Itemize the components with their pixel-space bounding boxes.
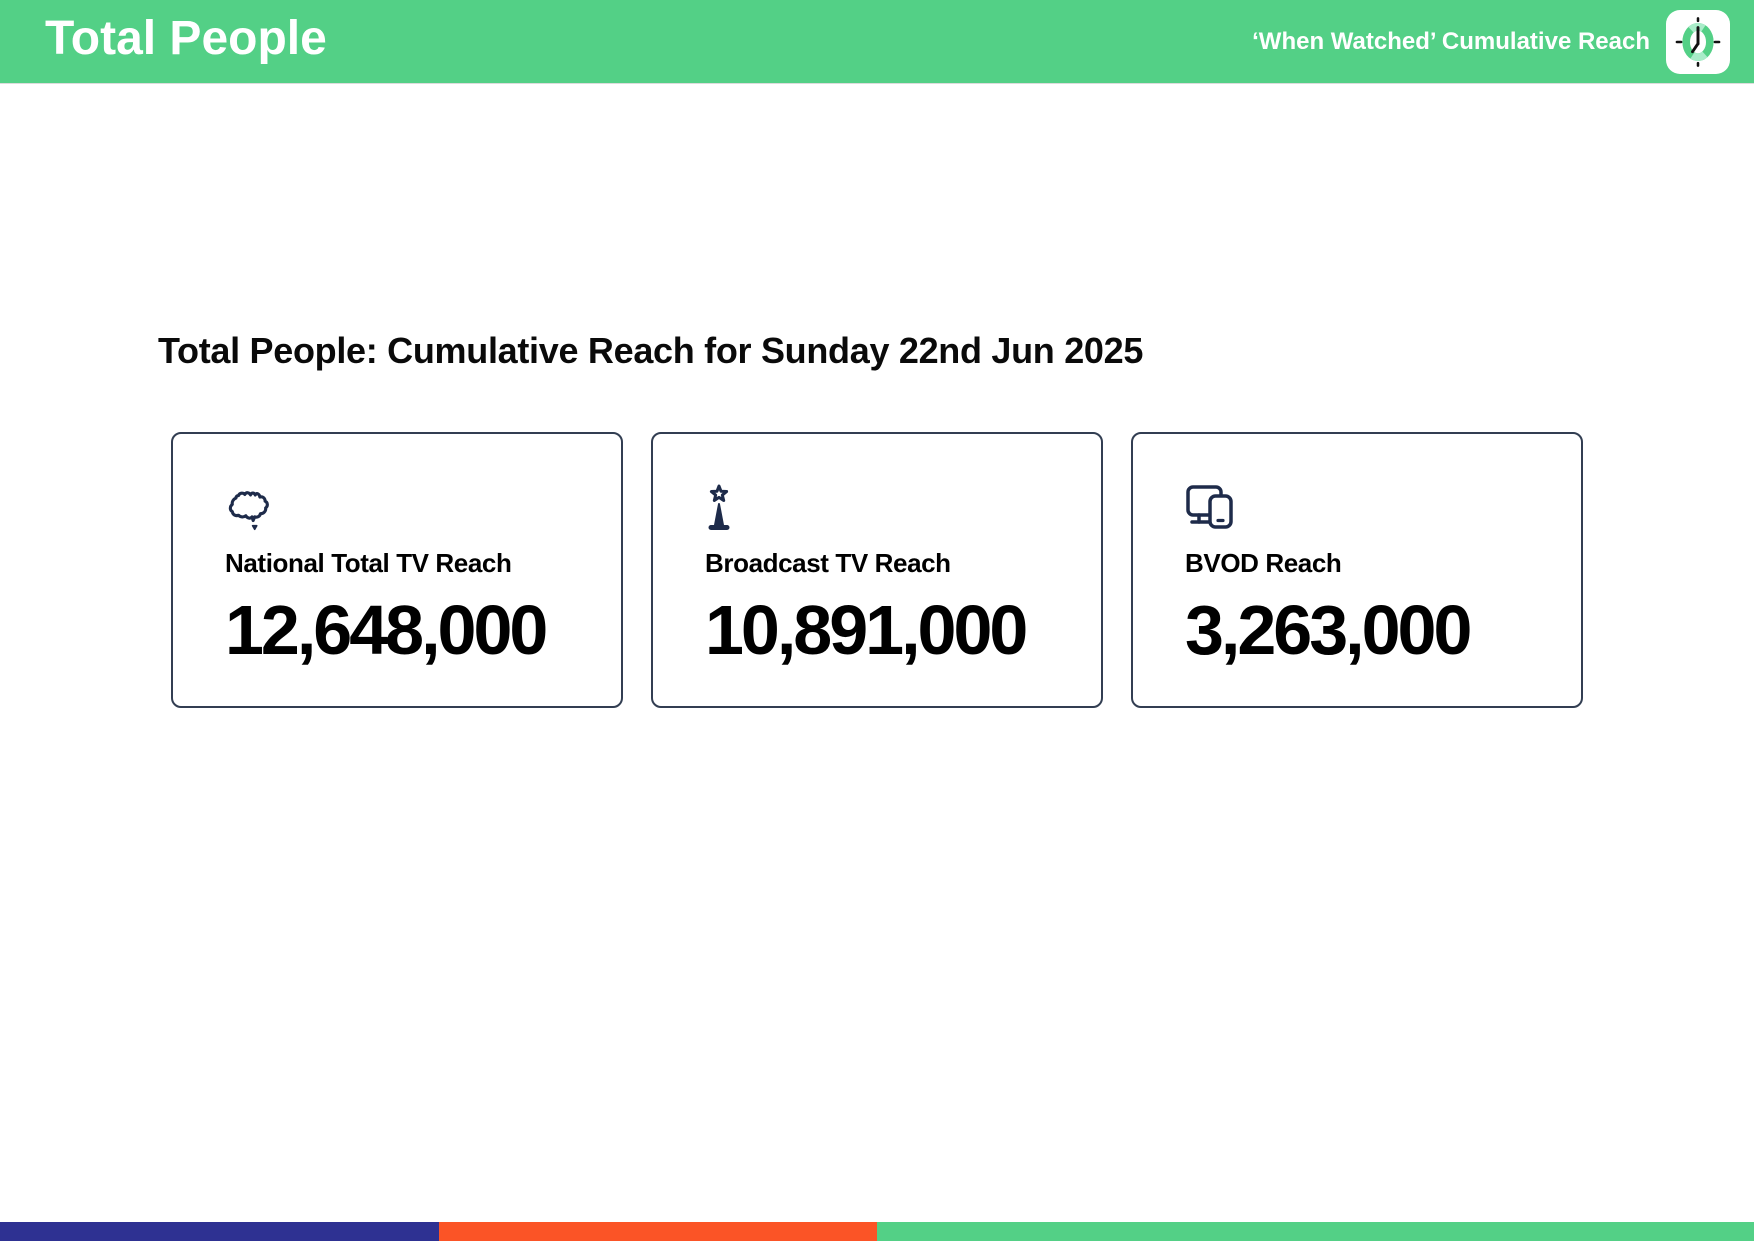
card-value: 3,263,000 [1185, 591, 1472, 669]
card-value: 10,891,000 [705, 591, 1028, 669]
footer-green-segment [877, 1222, 1754, 1241]
app-logo [1666, 9, 1730, 74]
app-title: Total People [45, 11, 327, 65]
footer-brand-bar [0, 1222, 1754, 1241]
page-title: Total People: Cumulative Reach for Sunda… [158, 330, 1144, 371]
header-bar: Total People ‘When Watched’ Cumulative R… [0, 0, 1754, 84]
card-national-total-tv-reach: National Total TV Reach 12,648,000 [171, 432, 623, 708]
footer-orange-segment [438, 1222, 877, 1241]
card-value: 12,648,000 [225, 591, 548, 669]
card-broadcast-tv-reach: Broadcast TV Reach 10,891,000 [651, 432, 1103, 708]
card-label: National Total TV Reach [225, 548, 512, 578]
card-label: Broadcast TV Reach [705, 548, 951, 578]
kpi-cards-row: National Total TV Reach 12,648,000 Broad… [171, 432, 1583, 708]
card-bvod-reach: BVOD Reach 3,263,000 [1131, 432, 1583, 708]
australia-map-icon [225, 484, 601, 532]
card-label: BVOD Reach [1185, 548, 1342, 578]
clock-icon [1671, 13, 1725, 71]
header-subtitle: ‘When Watched’ Cumulative Reach [1252, 27, 1650, 55]
footer-indigo-segment [0, 1222, 439, 1241]
devices-icon [1185, 484, 1561, 532]
broadcast-tower-icon [705, 484, 1081, 532]
